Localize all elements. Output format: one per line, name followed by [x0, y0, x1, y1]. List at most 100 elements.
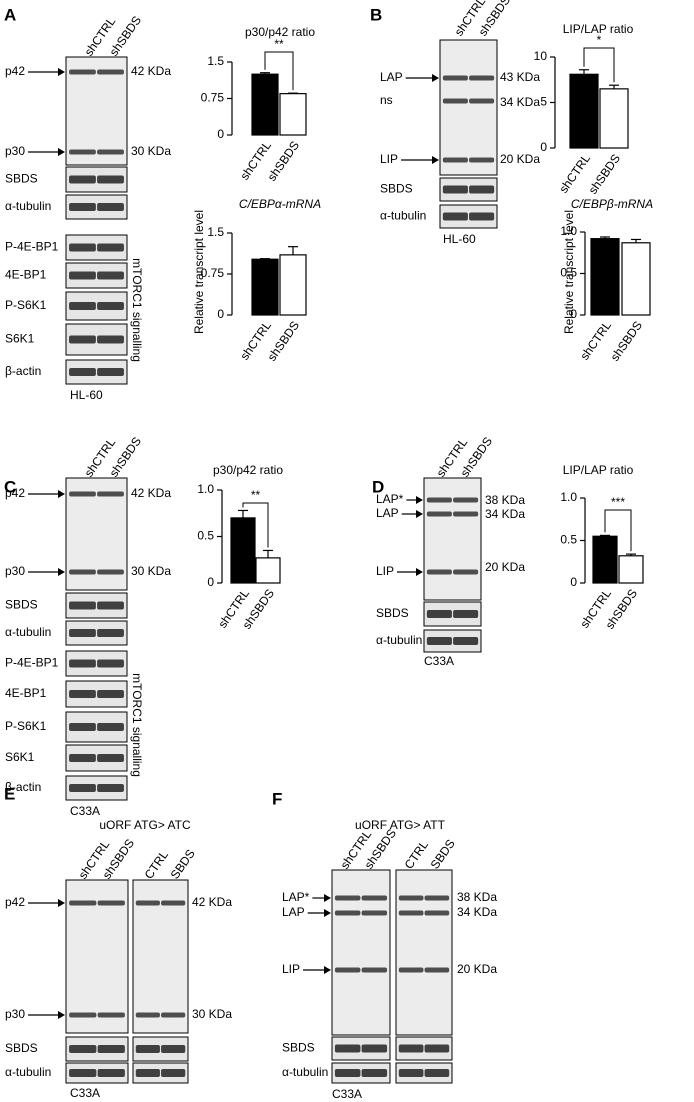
bar	[230, 517, 256, 584]
band	[97, 491, 124, 497]
size-label: 34 KDa	[485, 507, 525, 521]
band	[97, 335, 124, 344]
chart-title: C/EBPβ-mRNA	[571, 197, 653, 211]
band	[69, 569, 96, 575]
marker-label: LIP	[376, 564, 394, 578]
blot-label: P-S6K1	[5, 719, 47, 733]
y-tick-label: 0.5	[197, 529, 214, 543]
y-tick-label: 0	[540, 140, 547, 154]
arrow-head	[58, 148, 65, 156]
blot-label: P-S6K1	[5, 298, 47, 312]
band	[469, 212, 495, 221]
y-tick-label: 0.5	[560, 533, 577, 547]
band	[424, 1069, 450, 1077]
blot-label: SBDS	[5, 172, 38, 186]
band	[97, 243, 124, 252]
band	[442, 157, 468, 163]
band	[69, 1069, 97, 1077]
band	[469, 185, 495, 194]
band	[69, 754, 96, 762]
band	[424, 895, 450, 901]
band	[453, 497, 479, 503]
panel-title: uORF ATG> ATC	[99, 818, 191, 832]
significance-bracket	[242, 502, 269, 548]
y-tick-label: 1.0	[560, 224, 577, 238]
band	[69, 1045, 97, 1053]
band	[161, 1012, 186, 1018]
lane-label: CTRL	[142, 848, 172, 882]
marker-label: p42	[5, 895, 25, 909]
band	[469, 157, 495, 163]
blot-label: S6K1	[5, 750, 35, 764]
bar	[599, 88, 629, 149]
y-tick-label: 0	[207, 575, 214, 589]
band	[97, 203, 124, 211]
bar	[621, 242, 651, 316]
size-label: 20 KDa	[485, 560, 525, 574]
band	[69, 491, 96, 497]
y-axis-label: Relative transcript level	[192, 210, 206, 334]
bar	[279, 93, 307, 136]
band	[69, 629, 96, 637]
band	[469, 75, 495, 81]
marker-label: LIP	[380, 152, 398, 166]
size-label: 20 KDa	[500, 152, 540, 166]
marker-label: p30	[5, 564, 25, 578]
chart-title: LIP/LAP ratio	[563, 22, 634, 36]
band	[97, 69, 124, 75]
blot-label: SBDS	[5, 1041, 38, 1055]
blot-label: SBDS	[376, 606, 409, 620]
blot	[395, 1062, 453, 1084]
significance: **	[274, 37, 284, 51]
arrow-head	[416, 496, 423, 504]
size-label: 38 KDa	[485, 493, 525, 507]
blot-label: S6K1	[5, 332, 35, 346]
arrow-head	[324, 966, 331, 974]
y-tick-label: 10	[534, 49, 548, 63]
band	[97, 1069, 125, 1077]
size-label: 43 KDa	[500, 70, 540, 84]
blot	[395, 869, 453, 1036]
lane-label: SBDS	[428, 837, 458, 872]
band	[69, 659, 96, 668]
y-tick-label: 1.0	[560, 490, 577, 504]
band	[97, 149, 124, 155]
band	[453, 637, 479, 645]
marker-label: p30	[5, 144, 25, 158]
blot-label: P-4E-BP1	[5, 240, 59, 254]
band	[361, 967, 388, 973]
blot-label: α-tubulin	[282, 1065, 328, 1079]
band	[97, 754, 124, 762]
band	[69, 203, 96, 211]
marker-label: LAP*	[282, 890, 310, 904]
band	[424, 910, 450, 916]
band	[97, 271, 124, 280]
y-tick-label: 0	[217, 127, 224, 141]
band	[69, 784, 96, 792]
blot	[439, 204, 498, 229]
arrow-head	[432, 74, 439, 82]
y-tick-label: 1.5	[207, 54, 224, 68]
band	[69, 302, 96, 310]
band	[97, 368, 124, 376]
bar	[569, 73, 599, 149]
arrow-head	[324, 894, 331, 902]
band	[453, 610, 479, 618]
band	[69, 69, 96, 75]
band	[398, 895, 424, 901]
bar	[279, 254, 307, 316]
band	[361, 1044, 388, 1053]
blot-label: α-tubulin	[5, 199, 51, 213]
y-tick-label: 5	[540, 95, 547, 109]
y-tick-label: 1.0	[197, 482, 214, 496]
band	[426, 610, 452, 618]
blot-label: β-actin	[5, 780, 41, 794]
size-label: 20 KDa	[457, 962, 497, 976]
bar	[590, 238, 620, 316]
arrow-head	[324, 909, 331, 917]
band	[69, 335, 96, 344]
blot-label: 4E-BP1	[5, 686, 47, 700]
band	[426, 637, 452, 645]
